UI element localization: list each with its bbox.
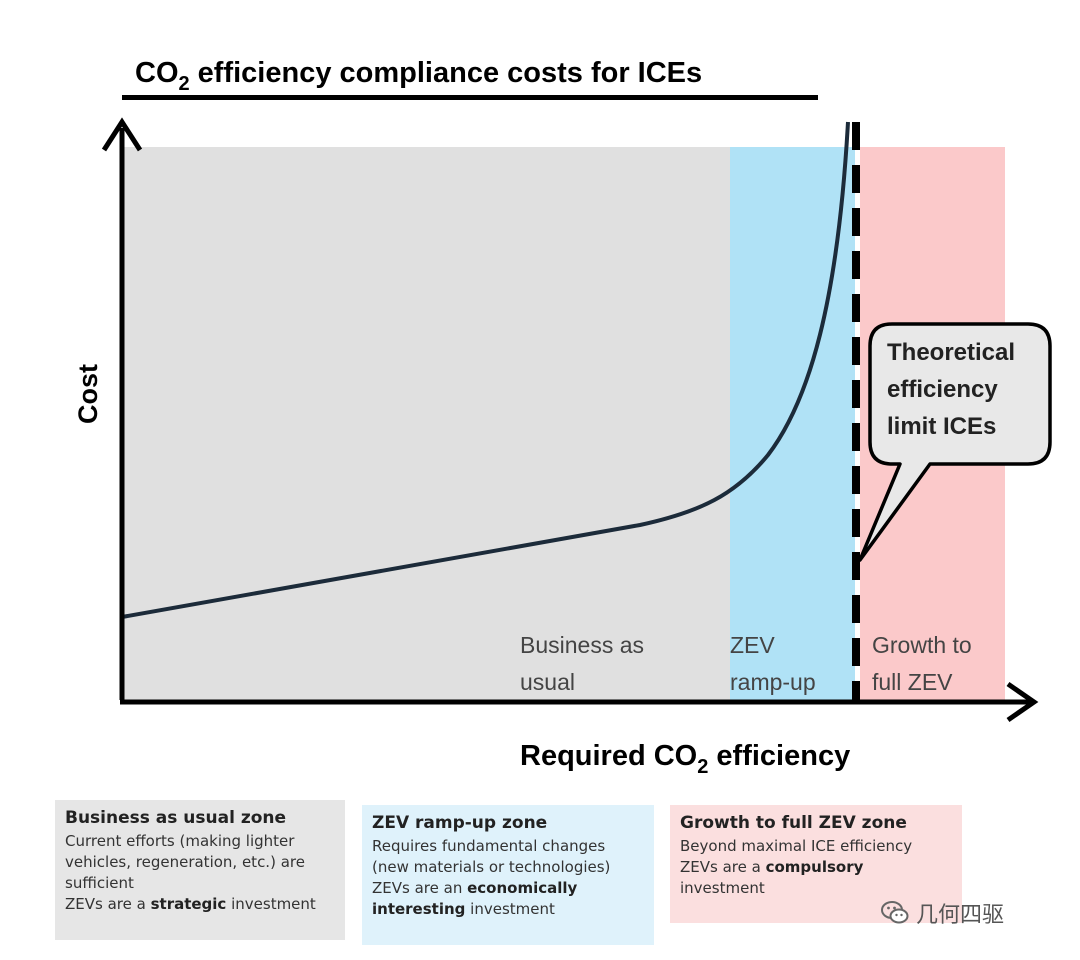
zone-ramp-label: ZEV ramp-up	[730, 632, 816, 695]
ramp-line-1: Requires fundamental changes	[372, 837, 606, 855]
wechat-icon	[881, 901, 909, 924]
bau-zone-heading: Business as usual zone	[65, 808, 287, 828]
zone-bau-area	[122, 147, 730, 700]
y-axis-arrow	[101, 117, 143, 152]
y-axis-label: Cost	[73, 364, 103, 424]
zone-bau-label: Business as usual	[520, 632, 650, 695]
callout-bubble	[858, 322, 1052, 562]
bau-line-1: Current efforts (making lighter	[65, 832, 295, 850]
x-axis-arrow	[1006, 681, 1039, 723]
full-zone-description: Growth to full ZEV zone Beyond maximal I…	[670, 805, 962, 923]
bau-zone-description: Business as usual zone Current efforts (…	[55, 800, 345, 940]
diagram-title: CO2 efficiency compliance costs for ICEs	[135, 57, 702, 95]
watermark: 几何四驱	[880, 898, 1004, 928]
x-axis-label: Required CO2 efficiency	[520, 740, 850, 778]
full-line-1: Beyond maximal ICE efficiency	[680, 837, 913, 855]
title-underline	[122, 95, 818, 100]
ramp-line-4: interesting investment	[372, 900, 555, 918]
full-line-2: ZEVs are a compulsory	[680, 858, 864, 876]
ramp-zone-heading: ZEV ramp-up zone	[372, 813, 548, 833]
full-zone-heading: Growth to full ZEV zone	[680, 813, 907, 833]
cost-curve	[121, 121, 850, 619]
zone-ramp-area	[730, 147, 855, 700]
watermark-text: 几何四驱	[916, 903, 1005, 928]
full-line-3: investment	[680, 879, 765, 897]
ramp-line-2: (new materials or technologies)	[372, 858, 611, 876]
bau-line-4: ZEVs are a strategic investment	[65, 895, 316, 913]
callout-text: Theoretical efficiency limit ICEs	[887, 339, 1022, 440]
bau-line-3: sufficient	[65, 874, 134, 892]
ramp-line-3: ZEVs are an economically	[372, 879, 578, 897]
ramp-zone-description: ZEV ramp-up zone Requires fundamental ch…	[362, 805, 654, 945]
compliance-cost-diagram: CO2 efficiency compliance costs for ICEs…	[73, 57, 1052, 778]
zone-full-label: Growth to full ZEV	[872, 632, 978, 695]
bau-line-2: vehicles, regeneration, etc.) are	[65, 853, 305, 871]
